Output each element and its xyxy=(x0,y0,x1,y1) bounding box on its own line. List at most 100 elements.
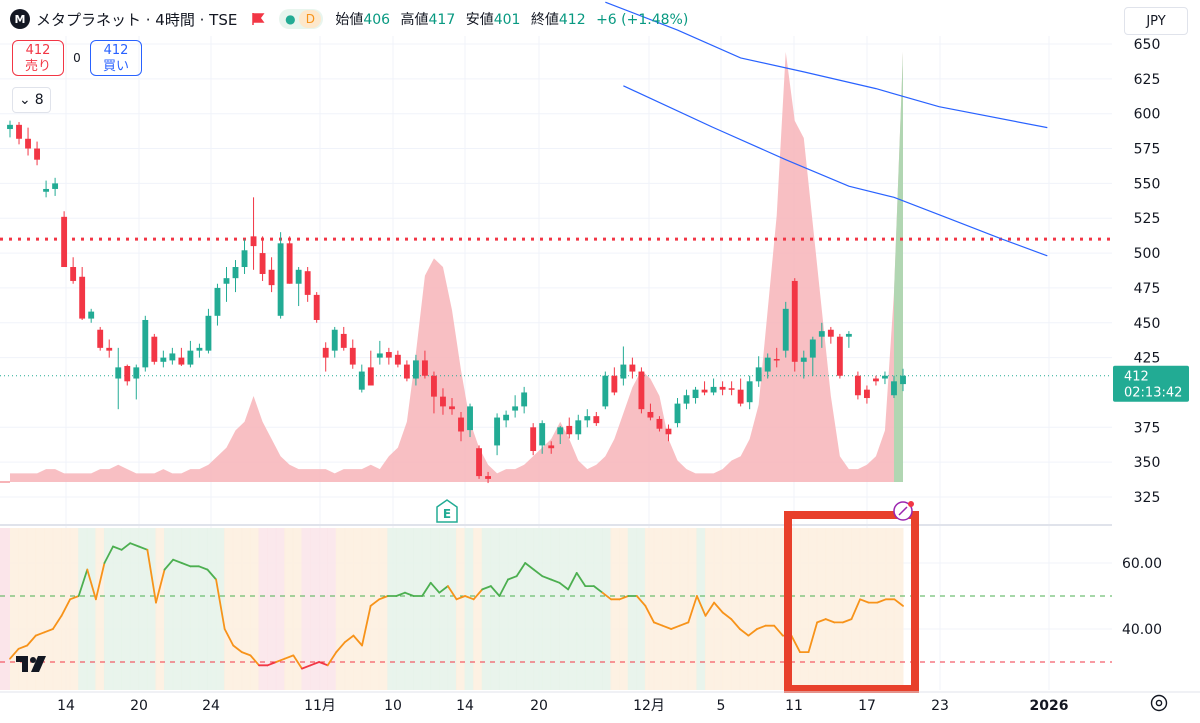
rsi-zone-bar xyxy=(662,528,672,690)
rsi-segment xyxy=(112,545,123,551)
rsi-segment xyxy=(558,581,570,591)
chart-header: M メタプラネット · 4時間 · TSE ● D 始値406 高値417 安値… xyxy=(10,6,694,32)
candle-body xyxy=(205,315,212,351)
indicators-toggle-button[interactable]: ⌄ 8 xyxy=(12,87,51,113)
rsi-zone-bar xyxy=(310,528,320,690)
rsi-zone-bar xyxy=(370,528,380,690)
candle xyxy=(70,257,77,284)
candle xyxy=(52,177,59,196)
rsi-segment xyxy=(635,595,647,607)
rsi-segment xyxy=(653,621,664,627)
candle-body xyxy=(521,392,528,407)
candle xyxy=(791,278,798,372)
rsi-segment xyxy=(318,661,329,667)
candle-body xyxy=(358,371,365,390)
candle xyxy=(575,414,582,440)
rsi-zone-bar xyxy=(730,528,741,690)
rsi-zone-bar xyxy=(387,528,397,690)
rsi-segment xyxy=(223,628,235,647)
rsi-tick-label: 40.00 xyxy=(1122,622,1162,638)
date-tick-label: 2026 xyxy=(1030,698,1069,714)
rsi-zone-bar xyxy=(868,528,878,690)
rsi-zone-bar xyxy=(773,528,784,690)
rsi-zone-bar xyxy=(593,528,603,690)
date-tick-label: 14 xyxy=(456,698,474,714)
currency-selector[interactable]: JPY xyxy=(1124,7,1188,35)
market-status-pill[interactable]: ● D xyxy=(279,9,324,29)
rsi-line xyxy=(9,542,904,670)
candle xyxy=(593,411,600,426)
sell-button[interactable]: 412 売り xyxy=(12,40,64,76)
candle xyxy=(512,395,519,418)
candle-body xyxy=(106,347,113,351)
rsi-zone-bar xyxy=(378,528,389,690)
rsi-zone-bar xyxy=(498,528,509,690)
candle-body xyxy=(764,357,771,372)
tradingview-logo-icon[interactable] xyxy=(14,652,54,676)
candle xyxy=(863,385,870,404)
candle-body xyxy=(178,357,185,365)
rsi-segment xyxy=(678,621,690,627)
rsi-zone-bar xyxy=(490,528,500,690)
flag-icon[interactable] xyxy=(251,12,265,26)
rsi-segment xyxy=(86,568,97,601)
candle xyxy=(367,350,374,386)
candle xyxy=(602,371,609,410)
price-tick-label: 575 xyxy=(1134,142,1161,158)
candle-body xyxy=(331,329,338,351)
rsi-segment xyxy=(129,542,140,548)
rsi-segment xyxy=(464,595,475,601)
rsi-segment xyxy=(618,595,630,601)
rsi-segment xyxy=(790,634,801,653)
rsi-segment xyxy=(34,631,46,637)
candle xyxy=(900,368,906,392)
candle-body xyxy=(431,375,437,397)
rsi-zone-bar xyxy=(825,528,835,690)
rsi-zone-bar xyxy=(524,528,535,690)
rsi-segment xyxy=(172,558,183,564)
rsi-zone-bar xyxy=(833,528,844,690)
candle-body xyxy=(665,428,672,435)
moving-average-line-lower xyxy=(623,85,1048,257)
rsi-zone-bar xyxy=(78,528,88,690)
buy-button[interactable]: 412 買い xyxy=(90,40,142,76)
candle xyxy=(7,120,13,138)
rsi-background xyxy=(0,528,904,690)
close-value: 412 xyxy=(558,12,586,28)
candle-body xyxy=(485,476,492,479)
candle xyxy=(277,232,284,319)
rsi-segment xyxy=(326,651,338,667)
candle-body xyxy=(421,360,428,376)
candle-body xyxy=(115,367,122,379)
rsi-segment xyxy=(155,568,166,604)
candle xyxy=(764,353,771,379)
symbol-title[interactable]: メタプラネット · 4時間 · TSE xyxy=(36,10,238,29)
rsi-zone-bar xyxy=(0,528,10,690)
candles xyxy=(7,120,906,484)
settings-gear-icon[interactable] xyxy=(1150,694,1168,712)
high-value: 417 xyxy=(428,12,456,28)
rsi-segment xyxy=(575,572,587,587)
rsi-zone-bar xyxy=(610,528,621,690)
rsi-segment xyxy=(69,595,80,601)
candle-body xyxy=(151,336,158,362)
candle-body xyxy=(710,386,717,393)
candle xyxy=(313,292,320,323)
rsi-zone-bar xyxy=(206,528,217,690)
candle-body xyxy=(845,333,852,337)
candle xyxy=(79,267,86,320)
rsi-segment xyxy=(713,601,724,614)
rsi-zone-bar xyxy=(559,528,569,690)
candle xyxy=(421,350,428,379)
candle xyxy=(61,211,68,268)
rsi-zone-bar xyxy=(747,528,758,690)
price-tick-label: 550 xyxy=(1134,176,1161,192)
candle xyxy=(584,409,591,428)
low-value: 401 xyxy=(493,12,521,28)
candle-body xyxy=(160,357,167,362)
candle xyxy=(557,425,564,445)
rsi-segment xyxy=(43,628,54,634)
rsi-zone-bar xyxy=(430,528,440,690)
candle xyxy=(250,197,257,270)
